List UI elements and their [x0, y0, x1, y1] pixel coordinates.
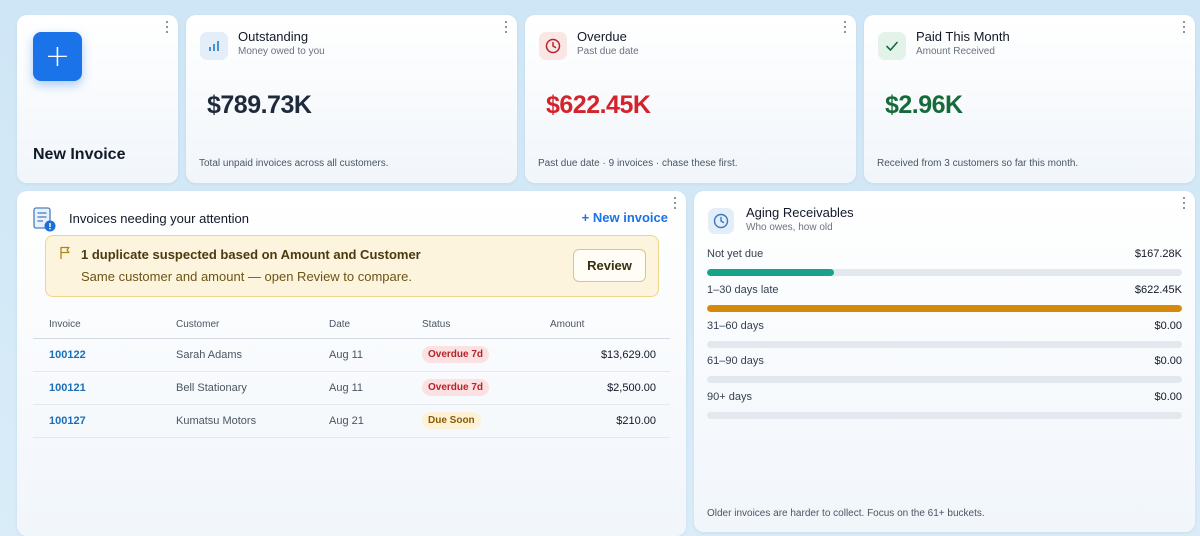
table-row[interactable]: 100122 Sarah Adams Aug 11 Overdue 7d $13… — [33, 338, 670, 372]
bucket-value: $167.28K — [1134, 248, 1182, 260]
overdue-card: Overdue Past due date $622.45K Past due … — [525, 15, 856, 183]
more-options-icon[interactable] — [842, 21, 848, 33]
kpi-title: Paid This Month — [916, 29, 1010, 44]
status-badge: Due Soon — [422, 412, 481, 429]
bucket-label: 61–90 days — [707, 355, 764, 367]
kpi-footer: Received from 3 customers so far this mo… — [877, 158, 1079, 169]
bucket-value: $622.45K — [1134, 284, 1182, 296]
column-header-customer: Customer — [160, 311, 313, 339]
plus-icon: + — [44, 38, 71, 74]
more-options-icon[interactable] — [503, 21, 509, 33]
kpi-footer: Total unpaid invoices across all custome… — [199, 158, 389, 169]
aging-bucket: 90+ days $0.00 — [707, 391, 1182, 421]
kpi-title: Outstanding — [238, 29, 309, 44]
kpi-subtitle: Money owed to you — [238, 46, 325, 57]
outstanding-card: Outstanding Money owed to you $789.73K T… — [186, 15, 517, 183]
invoice-number-link[interactable]: 100122 — [49, 348, 86, 361]
clock-alert-icon — [539, 32, 567, 60]
column-header-date: Date — [313, 311, 406, 339]
bucket-bar-track — [707, 412, 1182, 419]
date-cell: Aug 21 — [313, 404, 406, 438]
aging-footer: Older invoices are harder to collect. Fo… — [707, 508, 985, 519]
new-invoice-button[interactable]: + — [33, 32, 82, 81]
bucket-label: 90+ days — [707, 391, 752, 403]
column-header-status: Status — [406, 311, 534, 339]
more-options-icon[interactable] — [672, 197, 678, 209]
bucket-bar-track — [707, 305, 1182, 312]
check-icon — [878, 32, 906, 60]
bar-chart-icon — [200, 32, 228, 60]
paid-value: $2.96K — [885, 91, 963, 119]
table-header-row: Invoice Customer Date Status Amount — [33, 311, 670, 339]
invoice-number-link[interactable]: 100127 — [49, 414, 86, 427]
new-invoice-label: New Invoice — [33, 146, 126, 163]
more-options-icon[interactable] — [164, 21, 170, 33]
customer-cell: Kumatsu Motors — [160, 404, 313, 438]
paid-this-month-card: Paid This Month Amount Received $2.96K R… — [864, 15, 1195, 183]
date-cell: Aug 11 — [313, 371, 406, 405]
aging-bucket: 31–60 days $0.00 — [707, 320, 1182, 350]
kpi-subtitle: Amount Received — [916, 46, 995, 57]
clock-icon — [708, 208, 734, 234]
column-header-amount: Amount — [534, 311, 670, 339]
document-alert-icon — [33, 207, 57, 233]
kpi-title: Overdue — [577, 29, 627, 44]
bucket-label: Not yet due — [707, 248, 764, 260]
table-row[interactable]: 100127 Kumatsu Motors Aug 21 Due Soon $2… — [33, 404, 670, 438]
customer-cell: Sarah Adams — [160, 338, 313, 372]
new-invoice-link[interactable]: + New invoice — [581, 210, 668, 225]
alert-title: 1 duplicate suspected based on Amount an… — [81, 247, 421, 262]
status-badge: Overdue 7d — [422, 379, 490, 396]
outstanding-value: $789.73K — [207, 91, 312, 119]
bucket-value: $0.00 — [1154, 355, 1182, 367]
table-row[interactable]: 100121 Bell Stationary Aug 11 Overdue 7d… — [33, 371, 670, 405]
duplicate-alert: 1 duplicate suspected based on Amount an… — [45, 235, 659, 297]
kpi-footer: Past due date · 9 invoices · chase these… — [538, 158, 738, 169]
review-button[interactable]: Review — [573, 249, 646, 282]
bucket-bar-fill — [707, 269, 835, 276]
invoice-table: Invoice Customer Date Status Amount 1001… — [33, 311, 670, 438]
status-badge: Overdue 7d — [422, 346, 490, 363]
aging-receivables-card: Aging Receivables Who owes, how old Not … — [694, 191, 1195, 532]
customer-cell: Bell Stationary — [160, 371, 313, 405]
amount-cell: $210.00 — [534, 404, 670, 438]
bucket-label: 1–30 days late — [707, 284, 779, 296]
attention-title: Invoices needing your attention — [69, 211, 249, 226]
amount-cell: $2,500.00 — [534, 371, 670, 405]
date-cell: Aug 11 — [313, 338, 406, 372]
more-options-icon[interactable] — [1181, 21, 1187, 33]
amount-cell: $13,629.00 — [534, 338, 670, 372]
bucket-bar-track — [707, 269, 1182, 276]
aging-title: Aging Receivables — [746, 205, 854, 220]
kpi-subtitle: Past due date — [577, 46, 639, 57]
aging-subtitle: Who owes, how old — [746, 222, 833, 233]
flag-icon — [59, 246, 71, 265]
alert-subtitle: Same customer and amount — open Review t… — [81, 269, 412, 284]
invoice-number-link[interactable]: 100121 — [49, 381, 86, 394]
bucket-bar-track — [707, 341, 1182, 348]
bucket-value: $0.00 — [1154, 391, 1182, 403]
attention-card: Invoices needing your attention + New in… — [17, 191, 686, 536]
more-options-icon[interactable] — [1181, 197, 1187, 209]
new-invoice-card[interactable]: + New Invoice — [17, 15, 178, 183]
bucket-label: 31–60 days — [707, 320, 764, 332]
column-header-invoice: Invoice — [33, 311, 160, 339]
aging-bucket: 61–90 days $0.00 — [707, 355, 1182, 385]
bucket-bar-track — [707, 376, 1182, 383]
aging-bucket: 1–30 days late $622.45K — [707, 284, 1182, 314]
aging-bucket: Not yet due $167.28K — [707, 248, 1182, 278]
bucket-value: $0.00 — [1154, 320, 1182, 332]
overdue-value: $622.45K — [546, 91, 651, 119]
bucket-bar-fill — [707, 305, 1182, 312]
